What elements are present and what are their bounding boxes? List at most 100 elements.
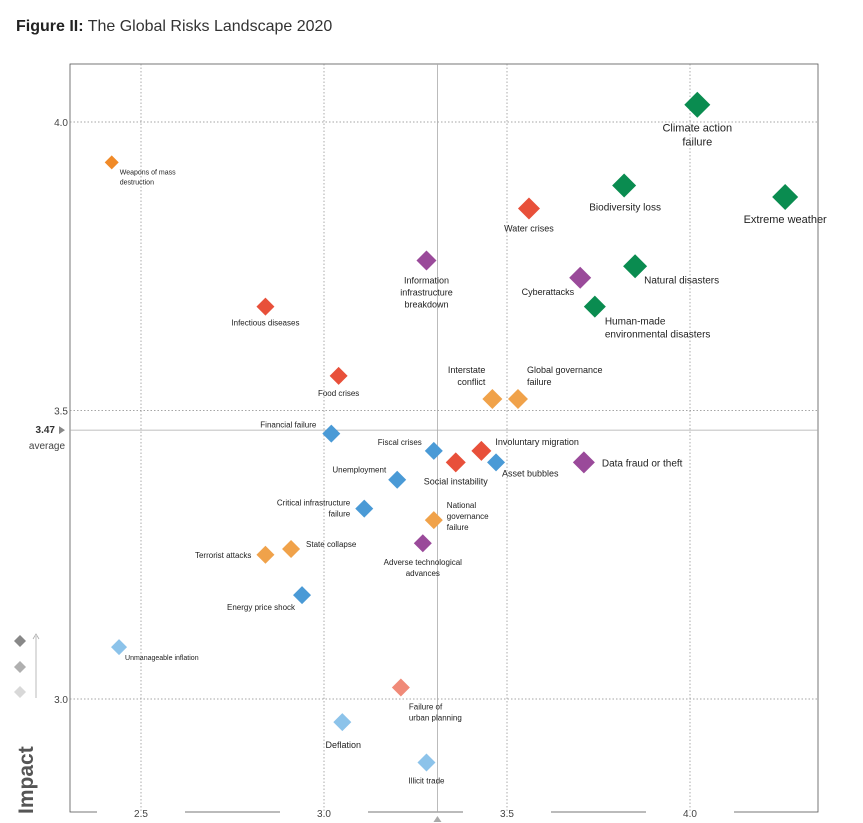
axes: 2.5 3.0 3.5 4.0 3.0 3.5 4.0 3.47 average [14,118,734,822]
y-tick-label-4.0: 4.0 [54,118,68,129]
point-water-crises [517,197,540,220]
label-line: Critical infrastructure [277,499,351,508]
label-line: Weapons of mass [120,169,176,176]
point-interstate-conflict [482,388,503,409]
label-unemployment: Unemployment [332,466,387,475]
label-illicit-trade: Illicit trade [408,776,445,785]
label-line: Natural disasters [644,275,719,286]
label-line: Financial failure [260,421,317,430]
label-line: failure [328,510,350,519]
label-line: Cyberattacks [522,287,575,297]
point-involuntary-migration [471,440,492,461]
impact-scale-diamond-icon [14,635,26,647]
label-financial-failure: Financial failure [260,421,317,430]
point-deflation [333,713,352,732]
y-axis-label: Impact [15,746,38,814]
label-line: Biodiversity loss [589,202,661,213]
label-line: advances [406,569,440,578]
point-labels: Climate action failure Extreme weather Biod… [120,123,827,786]
label-line: Food crises [318,389,359,398]
label-line: Involuntary migration [495,437,579,447]
label-asset-bubbles: Asset bubbles [502,468,559,478]
point-unemployment [388,470,407,489]
point-fiscal-crises [424,441,443,460]
point-failure-of-urban-planning [391,678,410,697]
point-climate-action-failure [684,91,711,118]
label-interstate-conflict: Interstate conflict [448,365,486,387]
label-line: Interstate [448,365,486,375]
label-deflation: Deflation [326,740,362,750]
label-water-crises: Water crises [504,224,554,234]
label-adverse-technological-advances: Adverse technological advances [384,558,462,578]
point-cyberattacks [569,266,592,289]
y-tick-label-3.0: 3.0 [54,695,68,706]
label-line: Failure of [409,702,443,711]
figure-label: Figure II: [16,18,84,35]
point-natural-disasters [623,254,648,279]
point-national-governance-failure [424,511,443,530]
label-line: Asset bubbles [502,468,559,478]
label-state-collapse: State collapse [306,540,357,549]
point-biodiversity-loss [612,173,637,198]
label-climate-action-failure: Climate action failure [662,123,732,149]
point-state-collapse [282,539,301,558]
label-line: Fiscal crises [378,438,422,447]
label-fiscal-crises: Fiscal crises [378,438,422,447]
label-line: urban planning [409,713,462,722]
y-axis-label-text: Impact [15,746,38,814]
point-terrorist-attacks [256,545,275,564]
point-critical-infrastructure-failure [355,499,374,518]
label-energy-price-shock: Energy price shock [227,603,296,612]
label-biodiversity-loss: Biodiversity loss [589,202,661,213]
point-asset-bubbles [487,453,506,472]
figure-title-text: The Global Risks Landscape 2020 [87,18,333,35]
label-line: environmental disasters [605,330,711,341]
label-line: failure [447,523,469,532]
label-natural-disasters: Natural disasters [644,275,719,286]
label-terrorist-attacks: Terrorist attacks [195,551,251,560]
point-global-governance-failure [507,388,528,409]
point-information-infrastructure-breakdown [416,250,437,271]
label-line: Unmanageable inflation [125,655,199,662]
label-line: Adverse technological [384,558,462,567]
label-line: Extreme weather [744,214,827,226]
label-line: Unemployment [332,466,387,475]
figure-title: Figure II: The Global Risks Landscape 20… [16,18,332,36]
label-line: conflict [457,377,486,387]
grid [69,63,819,813]
label-national-governance-failure: National governance failure [447,501,489,532]
label-line: State collapse [306,540,357,549]
point-infectious-diseases [256,297,275,316]
label-line: Global governance [527,365,603,375]
x-tick-label-4.0: 4.0 [683,809,697,820]
point-financial-failure [322,424,341,443]
label-line: breakdown [404,299,448,309]
label-weapons-of-mass-destruction: Weapons of mass destruction [120,169,176,186]
point-extreme-weather [772,184,799,211]
label-line: infrastructure [400,287,453,297]
x-tick-label-2.5: 2.5 [134,809,148,820]
label-line: Water crises [504,224,554,234]
plot-frame [69,63,819,813]
label-failure-of-urban-planning: Failure of urban planning [409,702,462,722]
data-points [104,91,799,772]
label-line: governance [447,512,489,521]
point-illicit-trade [417,753,436,772]
point-data-fraud-or-theft [572,451,595,474]
average-y-sublabel: average [29,441,66,452]
label-unmanageable-inflation: Unmanageable inflation [125,655,199,662]
point-human-made-environmental-disasters [583,295,606,318]
label-line: Illicit trade [408,776,445,785]
label-data-fraud-or-theft: Data fraud or theft [602,458,683,469]
label-social-instability: Social instability [424,476,489,486]
label-line: Terrorist attacks [195,551,251,560]
average-x-pointer-icon [433,816,442,822]
label-line: Information [404,275,449,285]
label-extreme-weather: Extreme weather [744,214,827,226]
label-involuntary-migration: Involuntary migration [495,437,579,447]
label-information-infrastructure-breakdown: Information infrastructure breakdown [400,275,453,309]
label-infectious-diseases: Infectious diseases [231,319,299,328]
average-y-value: 3.47 [36,425,56,436]
label-line: Infectious diseases [231,319,299,328]
label-line: Data fraud or theft [602,458,683,469]
